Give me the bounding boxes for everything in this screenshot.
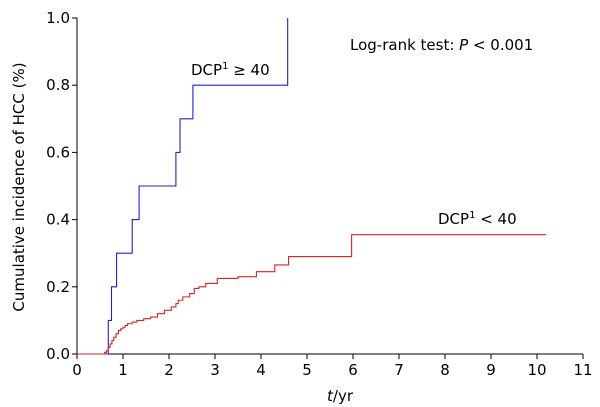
axes-layer: 0 1 2 3 4 5 6 7 8 9 10 110.00.20.40.60.81.0 (46, 9, 592, 379)
x-tick-label: 6 (348, 361, 358, 379)
log-rank-annotation: Log-rank test: P < 0.001 (350, 36, 533, 54)
log-rank-annotation-value: < 0.001 (468, 36, 533, 54)
y-tick-label: 0.4 (46, 211, 70, 229)
y-tick-label: 1.0 (46, 9, 70, 27)
x-axis-label-italic: t (327, 387, 334, 405)
x-tick-label: 8 (440, 361, 450, 379)
y-tick-label: 0.8 (46, 76, 70, 94)
x-tick-label: 5 (302, 361, 312, 379)
series-label-dcp-high-base: DCP (191, 61, 222, 79)
series-label-dcp-high-sup: 1 (222, 61, 228, 72)
y-tick-label: 0.2 (46, 278, 70, 296)
series-label-dcp-low-rest: < 40 (475, 210, 516, 228)
series-label-dcp-low-sup: 1 (469, 210, 475, 221)
series-layer (77, 18, 547, 355)
y-tick-label: 0.6 (46, 143, 70, 161)
x-tick-label: 1 (118, 361, 128, 379)
series-line-dcp-high (77, 18, 289, 355)
series-label-dcp-low: DCP1 < 40 (438, 210, 517, 228)
x-axis-label: t/yr (327, 387, 354, 405)
x-axis-label-unit: /yr (333, 387, 354, 405)
series-line-dcp-low (77, 234, 547, 355)
x-tick-label: 2 (164, 361, 174, 379)
log-rank-annotation-prefix: Log-rank test: (350, 36, 459, 54)
series-label-dcp-high: DCP1 ≥ 40 (191, 61, 270, 79)
x-tick-label: 11 (573, 361, 592, 379)
x-tick-label: 3 (210, 361, 220, 379)
series-label-dcp-low-base: DCP (438, 210, 469, 228)
log-rank-annotation-p: P (459, 36, 469, 54)
x-tick-label: 10 (527, 361, 546, 379)
x-tick-label: 7 (394, 361, 404, 379)
series-label-dcp-high-rest: ≥ 40 (228, 61, 269, 79)
x-tick-label: 9 (486, 361, 496, 379)
x-tick-label: 0 (72, 361, 82, 379)
y-tick-label: 0.0 (46, 345, 70, 363)
x-tick-label: 4 (256, 361, 266, 379)
y-axis-label: Cumulative incidence of HCC (%) (10, 62, 28, 311)
